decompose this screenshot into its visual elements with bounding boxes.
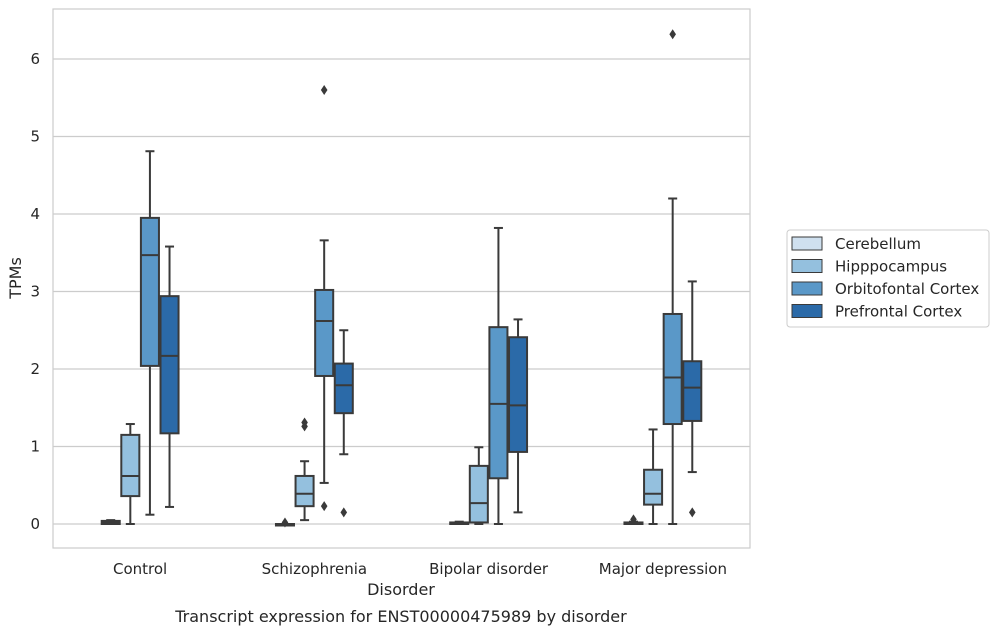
y-tick-labels: 0 1 2 3 4 5 6 xyxy=(30,50,40,533)
box-body xyxy=(682,360,703,422)
box-body xyxy=(333,362,354,415)
legend: Cerebellum Hipppocampus Orbitofontal Corte… xyxy=(786,229,990,328)
outlier-point xyxy=(281,517,289,528)
box-Major depression-Hipppocampus xyxy=(643,428,664,525)
box-plots xyxy=(100,29,703,528)
box-body xyxy=(662,312,683,426)
legend-label: Prefrontal Cortex xyxy=(835,303,962,321)
chart-caption: Transcript expression for ENST0000047598… xyxy=(174,607,627,626)
box-body xyxy=(468,464,489,524)
legend-label: Cerebellum xyxy=(835,235,921,253)
box-Schizophrenia-Orbitofontal Cortex xyxy=(314,85,335,512)
box-Major depression-Prefrontal Cortex xyxy=(682,280,703,518)
box-Major depression-Orbitofontal Cortex xyxy=(662,29,683,525)
box-body xyxy=(294,474,315,508)
plot-frame xyxy=(52,8,751,549)
box-Bipolar disorder-Hipppocampus xyxy=(468,446,489,525)
y-axis-title: TPMs xyxy=(6,257,25,300)
box-Control-Orbitofontal Cortex xyxy=(139,150,160,516)
legend-frame xyxy=(786,229,990,328)
box-Bipolar disorder-Prefrontal Cortex xyxy=(508,318,529,514)
y-tick-label: 6 xyxy=(30,50,40,68)
outlier-point xyxy=(320,501,328,512)
box-body xyxy=(139,216,160,367)
legend-swatch xyxy=(791,236,823,251)
y-tick-label: 0 xyxy=(30,515,40,533)
box-Schizophrenia-Prefrontal Cortex xyxy=(333,329,354,518)
outlier-point xyxy=(669,29,676,40)
y-tick-label: 2 xyxy=(30,360,40,378)
y-tick-label: 5 xyxy=(30,128,40,146)
box-Control-Cerebellum xyxy=(100,519,121,526)
y-tick-label: 4 xyxy=(30,205,40,223)
x-tick-labels: Control Schizophrenia Bipolar disorder Majo… xyxy=(113,560,727,578)
box-body xyxy=(314,288,335,377)
box-Control-Prefrontal Cortex xyxy=(159,245,180,508)
y-tick-label: 1 xyxy=(30,438,40,456)
legend-label: Orbitofontal Cortex xyxy=(835,280,979,298)
box-Schizophrenia-Hipppocampus xyxy=(294,417,315,522)
box-body xyxy=(159,295,180,435)
legend-swatch xyxy=(791,304,823,318)
box-Major depression-Cerebellum xyxy=(623,514,644,526)
outlier-point xyxy=(320,85,328,95)
box-body xyxy=(488,326,509,480)
x-tick-label: Control xyxy=(113,560,167,578)
box-Bipolar disorder-Cerebellum xyxy=(449,520,470,526)
x-tick-label: Major depression xyxy=(599,560,727,578)
x-tick-label: Schizophrenia xyxy=(262,560,367,578)
outlier-point xyxy=(630,514,637,525)
legend-label: Hipppocampus xyxy=(835,258,947,276)
box-Control-Hipppocampus xyxy=(120,423,141,525)
y-tick-label: 3 xyxy=(30,283,40,301)
legend-swatch xyxy=(791,281,823,296)
outlier-point xyxy=(301,417,308,428)
box-body xyxy=(120,433,141,498)
box-Schizophrenia-Cerebellum xyxy=(274,517,295,528)
x-tick-label: Bipolar disorder xyxy=(429,560,549,578)
x-axis-title: Disorder xyxy=(367,580,435,599)
legend-swatch xyxy=(791,259,823,273)
box-body xyxy=(508,336,529,453)
box-body xyxy=(643,468,664,506)
box-Bipolar disorder-Orbitofontal Cortex xyxy=(488,226,509,525)
outlier-point xyxy=(688,507,696,518)
outlier-point xyxy=(340,507,348,518)
